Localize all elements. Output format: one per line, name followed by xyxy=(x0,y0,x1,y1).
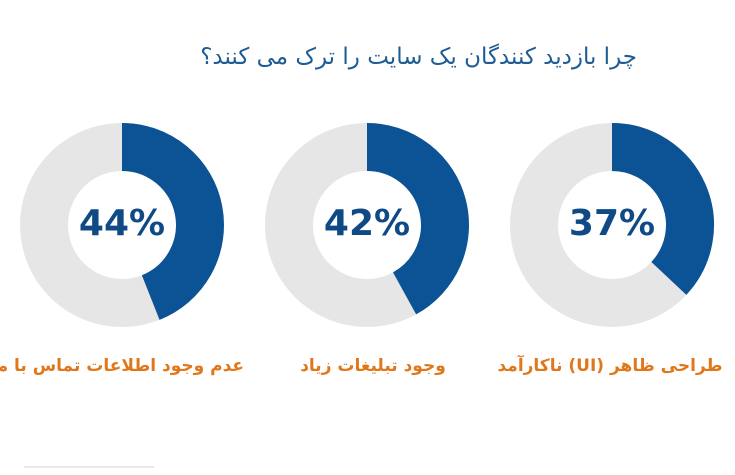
category-label-ads: وجود تبلیغات زیاد xyxy=(300,356,446,376)
donut-segment xyxy=(121,123,224,320)
donut-segment xyxy=(611,123,714,295)
donut-chart-ui-design: 37% xyxy=(507,120,717,330)
percent-label: 37% xyxy=(568,203,656,244)
percent-label: 44% xyxy=(78,203,166,244)
donut-chart-contact-info: 44% xyxy=(17,120,227,330)
donut-chart-ads: 42% xyxy=(262,120,472,330)
category-label-ui-design: طراحی ظاهر (UI) ناکارآمد xyxy=(497,356,723,376)
donut-svg xyxy=(265,123,469,327)
donut-segment xyxy=(366,123,469,315)
divider xyxy=(24,466,154,468)
donut-svg xyxy=(20,123,224,327)
donut-svg xyxy=(510,123,714,327)
category-label-contact-info: عدم وجود اطلاعات تماس با ما xyxy=(0,356,244,376)
chart-title: چرا بازدید کنندگان یک سایت را ترک می کنن… xyxy=(200,44,637,70)
percent-label: 42% xyxy=(323,203,411,244)
